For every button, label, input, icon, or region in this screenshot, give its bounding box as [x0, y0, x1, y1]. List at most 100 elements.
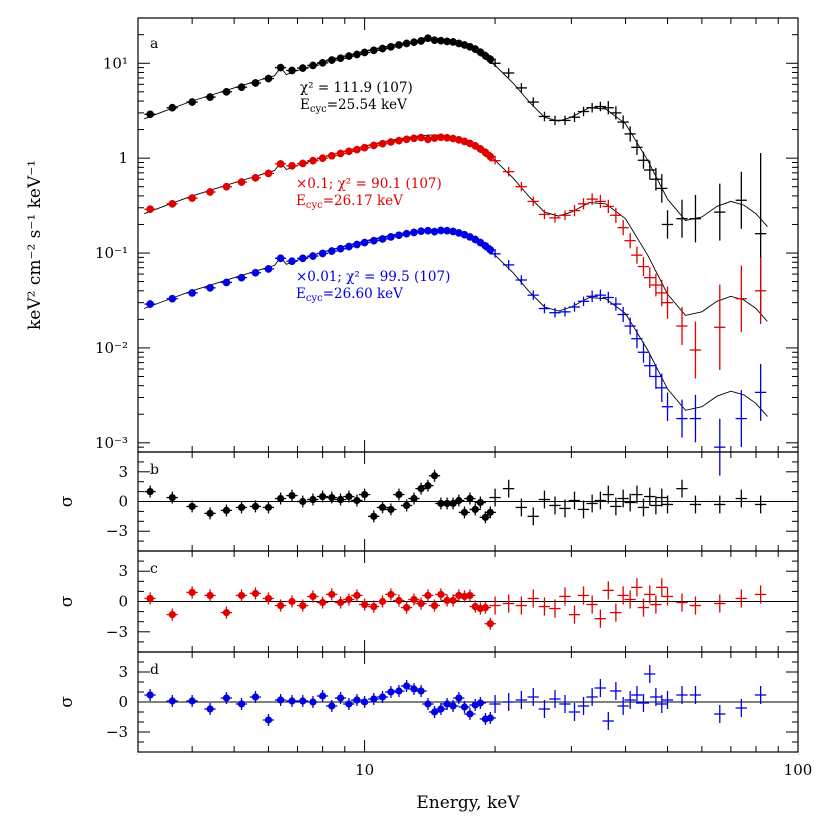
data-marker — [403, 501, 411, 510]
data-marker — [430, 227, 439, 236]
data-marker — [345, 52, 353, 60]
data-point — [631, 139, 643, 155]
residuals-panel-b: 3 0 −3 b σ — [57, 451, 799, 552]
data-point — [297, 159, 309, 168]
data-marker — [336, 495, 345, 504]
data-point — [502, 166, 515, 177]
data-point — [650, 364, 662, 389]
data-marker — [345, 595, 353, 604]
data-point — [343, 52, 355, 60]
residual-point — [656, 488, 668, 507]
data-point — [577, 296, 590, 307]
data-point — [735, 171, 747, 229]
data-marker — [264, 503, 273, 512]
data-marker — [410, 38, 418, 46]
residual-point — [586, 595, 598, 614]
data-point — [235, 273, 248, 282]
data-marker — [188, 98, 196, 106]
y-tick-label: 3 — [118, 463, 128, 481]
data-point — [568, 112, 581, 122]
data-point — [220, 88, 233, 96]
residual-point — [262, 501, 275, 514]
data-marker — [395, 490, 403, 499]
data-marker — [319, 598, 327, 607]
data-point — [393, 136, 405, 145]
residual-point — [527, 688, 539, 706]
spectrum-panel: 10¹ 1 10⁻¹ 10⁻² 10⁻³ a χ² = 111.9 (107)Ecyc=25… — [95, 17, 799, 476]
data-point — [235, 83, 248, 91]
residual-point — [422, 589, 434, 602]
data-marker — [476, 699, 484, 707]
residual-point — [249, 691, 262, 703]
data-marker — [309, 698, 317, 706]
data-marker — [395, 596, 403, 605]
data-point — [343, 242, 355, 251]
data-point — [435, 133, 447, 142]
data-point — [249, 268, 262, 277]
data-marker — [443, 499, 451, 508]
data-point — [307, 156, 319, 165]
data-marker — [430, 36, 439, 45]
panel-label: b — [150, 462, 159, 478]
residual-point — [447, 594, 459, 607]
data-point — [262, 74, 275, 83]
residual-point — [464, 492, 476, 505]
residual-point — [368, 510, 380, 523]
data-point — [334, 149, 347, 158]
residual-point — [610, 497, 622, 516]
residual-point — [637, 498, 650, 517]
spectrum-series-1 — [144, 133, 767, 379]
residual-point — [479, 601, 491, 614]
data-point — [204, 284, 216, 292]
data-point — [316, 154, 329, 162]
data-point — [527, 196, 539, 207]
data-point — [441, 226, 453, 235]
data-point — [351, 240, 363, 249]
residual-point — [610, 603, 622, 622]
fit-annotation-ecyc: Ecyc=26.17 keV — [296, 193, 403, 211]
data-marker — [168, 103, 177, 112]
residual-point — [204, 507, 216, 520]
residual-point — [334, 493, 347, 506]
residual-point — [527, 507, 539, 526]
residual-point — [594, 609, 606, 628]
data-point — [656, 174, 668, 203]
data-marker — [486, 508, 494, 516]
residual-point — [689, 596, 702, 615]
residual-point — [714, 705, 726, 723]
y-tick-label: 0 — [118, 693, 128, 711]
residual-point — [428, 599, 441, 612]
residual-point — [661, 495, 674, 514]
data-point — [689, 321, 702, 379]
data-point — [538, 111, 551, 122]
residual-point — [644, 665, 656, 683]
data-marker — [345, 242, 353, 251]
data-point — [484, 152, 496, 161]
data-point — [144, 300, 156, 308]
data-point — [594, 289, 606, 301]
residual-point — [637, 694, 650, 712]
data-marker — [264, 594, 273, 603]
residual-point — [559, 695, 571, 713]
residual-point — [422, 698, 434, 710]
data-marker — [277, 696, 285, 704]
data-point — [385, 233, 397, 241]
residual-point — [754, 585, 767, 604]
residual-point — [594, 679, 606, 697]
data-marker — [309, 495, 317, 504]
data-marker — [417, 227, 425, 235]
residual-point — [144, 689, 156, 701]
residual-point — [428, 706, 441, 718]
data-marker — [361, 698, 369, 706]
data-point — [594, 194, 606, 209]
data-marker — [403, 603, 411, 612]
x-tick-label: 100 — [784, 761, 813, 779]
residual-point — [453, 589, 465, 602]
data-point — [144, 110, 156, 119]
data-point — [559, 115, 571, 126]
model-curve — [144, 134, 768, 322]
residual-point — [617, 586, 629, 605]
data-marker — [328, 702, 336, 710]
data-marker — [387, 138, 395, 146]
residual-point — [368, 600, 380, 613]
